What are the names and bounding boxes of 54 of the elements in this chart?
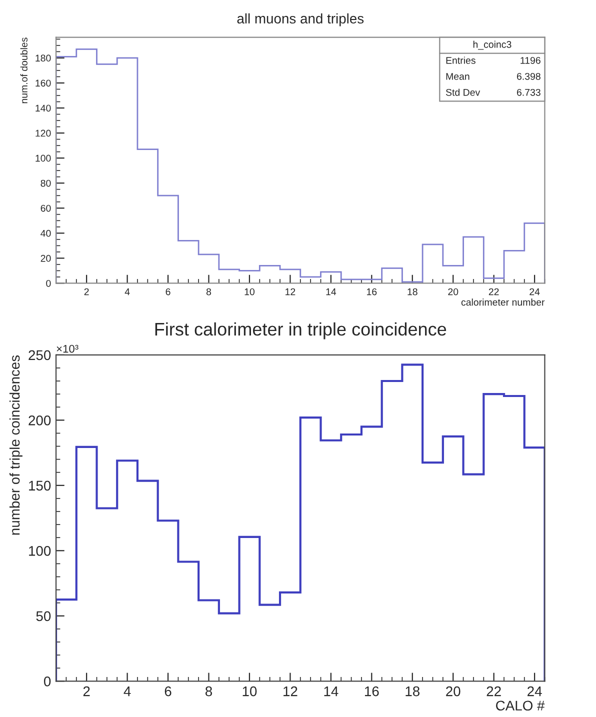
annotation: 6.733	[517, 88, 540, 96]
y-tick-label: 250	[28, 350, 51, 360]
x-tick-label: 18	[406, 686, 420, 696]
y-tick-label: 0	[44, 676, 51, 686]
x-tick-label: 14	[324, 686, 338, 696]
annotation: h_coinc3	[473, 40, 512, 50]
x-tick-label: 18	[408, 288, 418, 296]
x-tick-label: 22	[486, 686, 501, 696]
x-tick-label: 12	[284, 686, 298, 696]
x-tick-label: 10	[242, 686, 257, 696]
x-tick-label: 4	[124, 288, 130, 296]
y-tick-label: 160	[36, 80, 51, 87]
y-axis-title: num.of doubles	[20, 38, 28, 104]
y-tick-label: 180	[36, 54, 51, 62]
x-tick-label: 16	[364, 686, 379, 696]
x-tick-label: 24	[528, 686, 542, 696]
x-tick-label: 2	[83, 686, 90, 696]
annotation: Mean	[446, 73, 470, 80]
y-tick-label: 50	[36, 611, 51, 622]
x-tick-label: 12	[286, 288, 296, 296]
y-tick-label: 120	[36, 130, 51, 137]
x-tick-label: 22	[488, 288, 499, 296]
annotation: Std Dev	[446, 88, 480, 96]
text: ×10³	[56, 344, 78, 353]
x-tick-label: 16	[366, 288, 377, 296]
x-tick-label: 2	[84, 288, 89, 296]
annotation: 1196	[520, 56, 540, 64]
x-tick-label: 8	[205, 686, 212, 696]
annotation: Entries	[446, 56, 476, 64]
x-tick-label: 8	[206, 288, 212, 296]
chart-title: First calorimeter in triple coincidence	[155, 322, 446, 340]
y-axis-title: number of triple coincidences	[9, 355, 22, 535]
y-tick-label: 100	[29, 546, 51, 556]
x-tick-label: 10	[244, 288, 255, 296]
annotation: 6.398	[517, 72, 540, 80]
y-tick-label: 150	[29, 480, 51, 491]
y-tick-label: 200	[28, 415, 51, 426]
x-tick-label: 6	[164, 686, 172, 696]
x-tick-label: 20	[448, 288, 458, 296]
y-tick-label: 20	[40, 254, 51, 262]
x-tick-label: 14	[326, 288, 336, 296]
chart-title: all muons and triples	[237, 13, 364, 26]
x-tick-label: 4	[124, 686, 131, 696]
x-tick-label: 6	[166, 288, 170, 296]
x-tick-label: 20	[446, 686, 460, 696]
y-tick-label: 140	[36, 104, 51, 112]
y-tick-label: 0	[46, 280, 51, 287]
y-tick-label: 40	[40, 230, 51, 237]
x-axis-title: calorimeter number	[461, 298, 545, 306]
x-axis-title: CALO #	[496, 700, 545, 711]
y-tick-label: 80	[40, 180, 51, 187]
y-tick-label: 60	[40, 204, 51, 212]
y-tick-label: 100	[36, 154, 51, 162]
x-tick-label: 24	[530, 288, 540, 296]
